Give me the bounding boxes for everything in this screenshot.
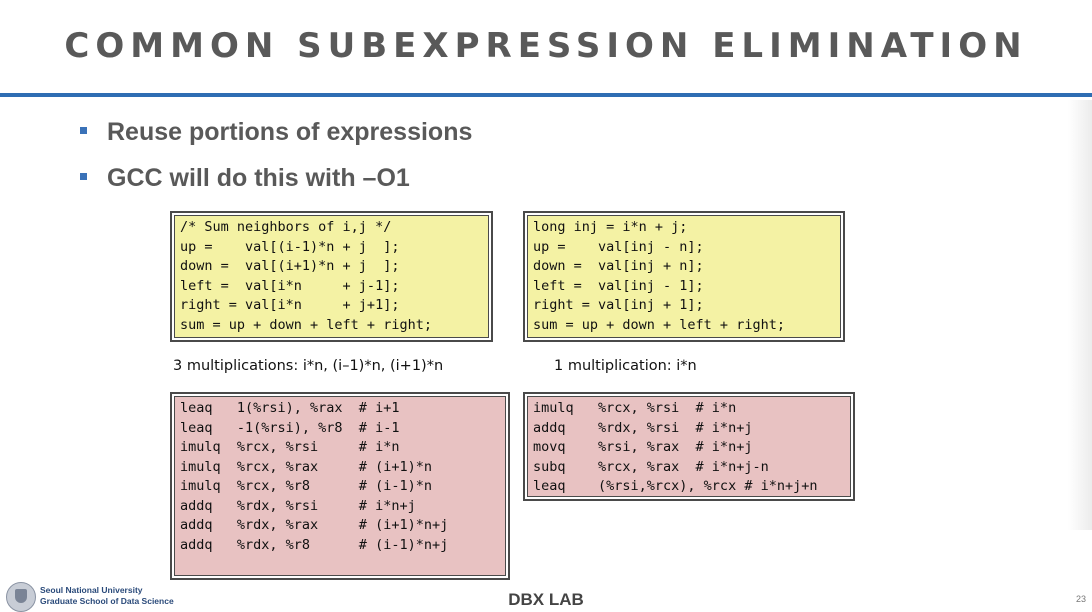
- asm-after-box: imulq %rcx, %rsi # i*n addq %rdx, %rsi #…: [523, 392, 855, 501]
- c-code-after-box: long inj = i*n + j; up = val[inj - n]; d…: [523, 211, 845, 342]
- title-divider: [0, 93, 1092, 97]
- asm-code-before: leaq 1(%rsi), %rax # i+1 leaq -1(%rsi), …: [180, 400, 449, 553]
- slide-title: COMMON SUBEXPRESSION ELIMINATION: [64, 26, 1028, 66]
- c-code-before-box: /* Sum neighbors of i,j */ up = val[(i-1…: [170, 211, 493, 342]
- page-number: 23: [1075, 594, 1086, 604]
- bullet-square-icon: [80, 126, 87, 134]
- asm-before-box: leaq 1(%rsi), %rax # i+1 leaq -1(%rsi), …: [170, 392, 510, 580]
- c-code-before: /* Sum neighbors of i,j */ up = val[(i-1…: [180, 219, 432, 333]
- footer-affiliation: Seoul National University Graduate Schoo…: [40, 585, 174, 607]
- edge-shade: [1068, 100, 1092, 530]
- bullet-square-icon: [80, 172, 87, 180]
- bullet-text: GCC will do this with –O1: [107, 164, 410, 192]
- caption-after: 1 multiplication: i*n: [554, 358, 697, 374]
- university-name: Seoul National University: [40, 585, 143, 595]
- asm-code-after: imulq %rcx, %rsi # i*n addq %rdx, %rsi #…: [533, 400, 818, 494]
- c-code-after: long inj = i*n + j; up = val[inj - n]; d…: [533, 219, 785, 333]
- bullet-item-2: GCC will do this with –O1: [80, 164, 410, 193]
- slide-header: COMMON SUBEXPRESSION ELIMINATION: [0, 0, 1092, 94]
- university-seal-icon: [6, 582, 36, 612]
- bullet-text: Reuse portions of expressions: [107, 118, 473, 146]
- bullet-item-1: Reuse portions of expressions: [80, 118, 472, 147]
- caption-before: 3 multiplications: i*n, (i–1)*n, (i+1)*n: [173, 358, 444, 374]
- school-name: Graduate School of Data Science: [40, 596, 174, 606]
- lab-name: DBX LAB: [508, 590, 584, 609]
